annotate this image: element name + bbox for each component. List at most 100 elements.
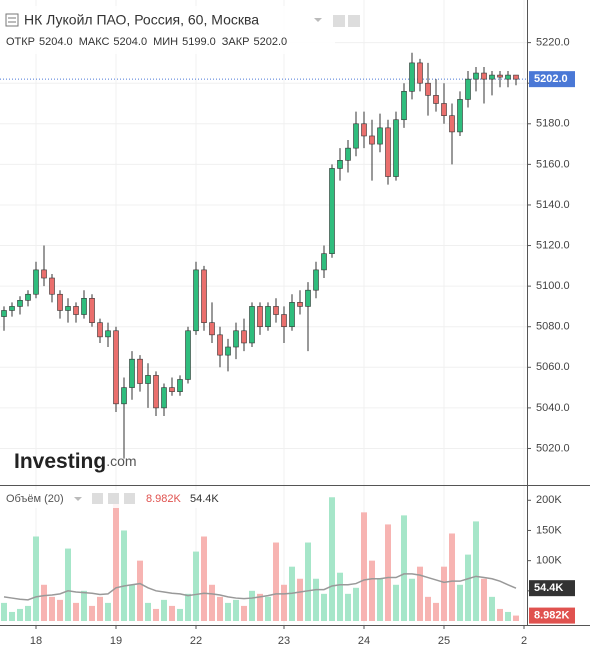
- volume-ma-current: 54.4K: [190, 493, 219, 505]
- volume-tick-label: 100K: [536, 555, 562, 567]
- candle-body: [113, 330, 119, 405]
- volume-bar: [417, 566, 423, 621]
- volume-bar: [305, 542, 311, 621]
- volume-bar: [209, 584, 215, 621]
- collapse-icon[interactable]: [5, 13, 19, 27]
- settings-icon[interactable]: [348, 15, 360, 27]
- x-tick-label: 25: [438, 635, 450, 647]
- volume-bar: [33, 536, 39, 621]
- volume-bar: [201, 536, 207, 621]
- candle-body: [161, 387, 167, 409]
- volume-bar: [177, 608, 183, 621]
- candle-body: [321, 253, 327, 271]
- header-bg: [0, 6, 335, 54]
- candle-body: [97, 322, 103, 338]
- volume-bar: [233, 599, 239, 621]
- settings-icon[interactable]: [333, 15, 345, 27]
- candle-body: [57, 293, 63, 311]
- x-tick-label: 23: [278, 635, 290, 647]
- candle-body: [201, 269, 207, 323]
- dropdown-arrow[interactable]: [74, 497, 82, 501]
- candle-body: [481, 72, 487, 80]
- volume-bar: [281, 584, 287, 621]
- legend-name: МИН: [153, 36, 178, 48]
- candle-body: [25, 293, 31, 301]
- volume-bar: [81, 590, 87, 621]
- candle-body: [305, 289, 311, 307]
- candle-body: [281, 314, 287, 328]
- chart-title: НК Лукойл ПАО, Россия, 60, Москва: [24, 12, 259, 28]
- logo-suffix: .com: [106, 453, 136, 469]
- volume-bar: [153, 608, 159, 621]
- volume-bar: [73, 602, 79, 621]
- volume-bar: [225, 602, 231, 621]
- icon-frame: [5, 13, 19, 27]
- x-tick-label: 18: [30, 635, 42, 647]
- candle-body: [33, 269, 39, 295]
- candle-body: [457, 99, 463, 133]
- volume-bar: [97, 596, 103, 621]
- dropdown-arrow[interactable]: [314, 18, 322, 22]
- volume-bar: [1, 602, 7, 621]
- x-tick-label: 24: [358, 635, 370, 647]
- candle-body: [81, 298, 87, 315]
- volume-current: 8.982K: [146, 493, 182, 505]
- volume-bar: [353, 587, 359, 621]
- legend-value: 5204.0: [39, 36, 73, 48]
- volume-bar: [105, 602, 111, 621]
- candle-body: [313, 269, 319, 291]
- volume-bar: [257, 593, 263, 621]
- candle-body: [449, 115, 455, 133]
- candle-body: [265, 306, 271, 328]
- candle-body: [329, 168, 335, 254]
- candle-body: [257, 306, 263, 328]
- y-tick-label: 5160.0: [536, 158, 570, 170]
- candle-body: [145, 375, 151, 384]
- volume-bar: [121, 530, 127, 621]
- candle-body: [361, 123, 367, 137]
- volume-bar: [513, 615, 519, 621]
- y-tick-label: 5020.0: [536, 442, 570, 454]
- icon[interactable]: [108, 493, 119, 504]
- volume-bar: [89, 605, 95, 621]
- candle-body: [497, 74, 503, 78]
- volume-ma-line: [3, 573, 517, 601]
- candle-body: [89, 298, 95, 323]
- y-tick-label: 5120.0: [536, 239, 570, 251]
- candle-body: [417, 62, 423, 84]
- candle-body: [73, 306, 79, 315]
- volume-bar: [345, 593, 351, 621]
- y-tick-label: 5040.0: [536, 402, 570, 414]
- icon[interactable]: [92, 493, 103, 504]
- candle-body: [369, 135, 375, 145]
- volume-bar: [425, 596, 431, 621]
- volume-bar: [145, 602, 151, 621]
- volume-bar: [385, 524, 391, 621]
- volume-bar: [337, 572, 343, 621]
- volume-bar: [321, 593, 327, 621]
- volume-bar: [457, 584, 463, 621]
- volume-bar: [449, 533, 455, 621]
- volume-ma-label-bg: [529, 580, 575, 597]
- legend-value: 5202.0: [253, 36, 287, 48]
- candle-body: [401, 91, 407, 121]
- candle-body: [249, 306, 255, 344]
- logo-main: Investing: [14, 450, 106, 473]
- volume-bar: [441, 566, 447, 621]
- y-tick-label: 5180.0: [536, 118, 570, 130]
- icon[interactable]: [124, 493, 135, 504]
- volume-tick-label: 200K: [536, 494, 562, 506]
- candle-body: [49, 277, 55, 295]
- candle-body: [489, 74, 495, 80]
- volume-bar: [57, 599, 63, 621]
- y-tick-label: 5100.0: [536, 280, 570, 292]
- candle-body: [9, 306, 15, 311]
- plot: [0, 52, 527, 621]
- candle-body: [193, 269, 199, 332]
- candle-body: [177, 379, 183, 392]
- volume-bar: [377, 578, 383, 621]
- legend-value: 5199.0: [182, 36, 216, 48]
- volume-bar: [393, 584, 399, 621]
- volume-bar: [465, 554, 471, 621]
